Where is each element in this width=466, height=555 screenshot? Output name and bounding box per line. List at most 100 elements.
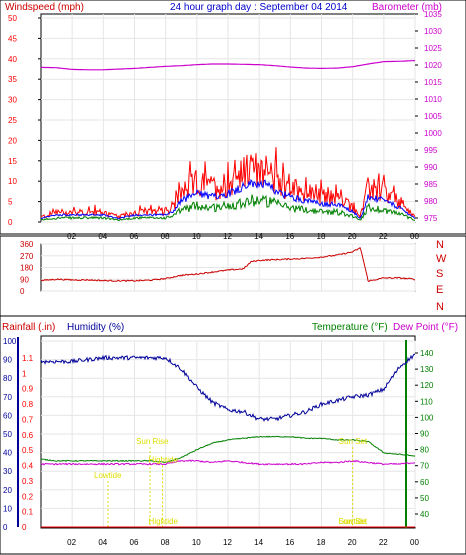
humidity-tick-label: 50 xyxy=(3,430,12,439)
humidity-line xyxy=(40,353,416,423)
annotation-label: Hightide xyxy=(149,456,179,465)
annotation-label: Lowtide xyxy=(94,471,122,480)
wind-tick-label: 10 xyxy=(8,177,17,186)
humidity-tick-label: 70 xyxy=(3,393,12,402)
top-x-tick-label: 06 xyxy=(130,232,139,241)
bot-x-tick-label: 04 xyxy=(98,538,107,547)
bot-x-tick-label: 06 xyxy=(130,538,139,547)
barometer-line xyxy=(41,60,416,71)
compass-label-n-bottom: N xyxy=(436,301,444,313)
panel-mid-frame xyxy=(0,235,466,317)
wind-low-line xyxy=(40,194,416,222)
temperature-tick-label: 140 xyxy=(420,349,434,358)
rainfall-tick-label: 0.9 xyxy=(22,385,34,394)
rainfall-tick-label: 0.1 xyxy=(22,508,34,517)
top-x-tick-label: 10 xyxy=(192,232,201,241)
barometer-tick-label: 980 xyxy=(424,197,438,206)
top-x-tick-label: 22 xyxy=(379,232,388,241)
humidity-tick-label: 40 xyxy=(3,449,12,458)
annotation-label: Sun Set xyxy=(339,517,368,526)
rainfall-tick-label: 1 xyxy=(22,369,27,378)
barometer-tick-label: 1015 xyxy=(424,78,442,87)
temperature-axis-label: Temperature (°F) xyxy=(312,322,388,333)
compass-label-e: E xyxy=(436,284,443,296)
compass-label-w: W xyxy=(436,253,447,265)
bot-x-tick-label: 22 xyxy=(379,538,388,547)
temperature-tick-label: 80 xyxy=(420,446,429,455)
wind-tick-label: 50 xyxy=(8,14,17,23)
direction-tick-label: 90 xyxy=(20,275,29,284)
barometer-tick-label: 1005 xyxy=(424,112,442,121)
bot-x-tick-label: 18 xyxy=(317,538,326,547)
wind-tick-label: 45 xyxy=(8,34,17,43)
temperature-tick-label: 130 xyxy=(420,365,434,374)
barometer-tick-label: 1035 xyxy=(424,10,442,19)
bot-x-tick-label: 10 xyxy=(192,538,201,547)
barometer-tick-label: 1025 xyxy=(424,44,442,53)
bot-x-tick-label: 20 xyxy=(348,538,357,547)
rainfall-tick-label: 0.8 xyxy=(22,400,34,409)
humidity-tick-label: 20 xyxy=(3,486,12,495)
barometer-tick-label: 1020 xyxy=(424,61,442,70)
rainfall-tick-label: 0 xyxy=(22,523,27,532)
top-x-tick-label: 12 xyxy=(223,232,232,241)
temperature-tick-label: 40 xyxy=(420,510,429,519)
top-x-tick-label: 14 xyxy=(254,232,263,241)
humidity-tick-label: 30 xyxy=(3,467,12,476)
dewpoint-line xyxy=(40,459,416,466)
wind-tick-label: 0 xyxy=(8,218,13,227)
panel-top-frame xyxy=(0,0,466,235)
humidity-axis-label: Humidity (%) xyxy=(67,322,124,333)
rainfall-tick-label: 0.5 xyxy=(22,446,34,455)
direction-line xyxy=(40,246,416,283)
rainfall-axis-label: Rainfall (.in) xyxy=(2,322,55,333)
rainfall-tick-label: 0.7 xyxy=(22,415,34,424)
top-x-tick-label: 18 xyxy=(317,232,326,241)
wind-tick-label: 5 xyxy=(8,198,13,207)
barometer-tick-label: 1010 xyxy=(424,95,442,104)
temperature-line xyxy=(40,435,416,464)
humidity-tick-label: 80 xyxy=(3,374,12,383)
rainfall-tick-label: 0.3 xyxy=(22,477,34,486)
rainfall-tick-label: 0.6 xyxy=(22,431,34,440)
direction-tick-label: 180 xyxy=(20,264,34,273)
bot-x-tick-label: 08 xyxy=(161,538,170,547)
top-x-tick-label: 08 xyxy=(161,232,170,241)
barometer-tick-label: 1030 xyxy=(424,27,442,36)
temperature-tick-label: 100 xyxy=(420,413,434,422)
bot-x-tick-label: 12 xyxy=(223,538,232,547)
bot-x-tick-label: 00 xyxy=(410,538,419,547)
annotation-label: Lowtide xyxy=(339,517,367,526)
bot-x-tick-label: 16 xyxy=(285,538,294,547)
rainfall-tick-label: 0.4 xyxy=(22,462,34,471)
humidity-tick-label: 100 xyxy=(3,337,17,346)
barometer-tick-label: 985 xyxy=(424,180,438,189)
annotation-label: Sun Rise xyxy=(136,437,169,446)
humidity-tick-label: 0 xyxy=(3,523,8,532)
barometer-tick-label: 975 xyxy=(424,214,438,223)
compass-label-n-top: N xyxy=(436,239,444,251)
barometer-tick-label: 995 xyxy=(424,146,438,155)
compass-label-s: S xyxy=(436,268,443,280)
top-x-tick-label: 04 xyxy=(98,232,107,241)
bot-x-tick-label: 14 xyxy=(254,538,263,547)
rainfall-tick-label: 0.2 xyxy=(22,492,34,501)
bot-x-tick-label: 02 xyxy=(67,538,76,547)
wind-tick-label: 25 xyxy=(8,116,17,125)
wind-tick-label: 15 xyxy=(8,157,17,166)
direction-tick-label: 0 xyxy=(20,287,25,296)
direction-tick-label: 360 xyxy=(20,240,34,249)
top-x-tick-label: 02 xyxy=(67,232,76,241)
chart-title: 24 hour graph day : September 04 2014 xyxy=(170,2,348,13)
barometer-tick-label: 1000 xyxy=(424,129,442,138)
direction-tick-label: 270 xyxy=(20,252,34,261)
wind-average-line xyxy=(40,178,416,220)
annotation-label: Hightide xyxy=(149,517,179,526)
temperature-tick-label: 120 xyxy=(420,381,434,390)
humidity-tick-label: 10 xyxy=(3,504,12,513)
dewpoint-axis-label: Dew Point (°F) xyxy=(393,322,458,333)
rainfall-tick-label: 1.1 xyxy=(22,354,34,363)
wind-tick-label: 40 xyxy=(8,55,17,64)
